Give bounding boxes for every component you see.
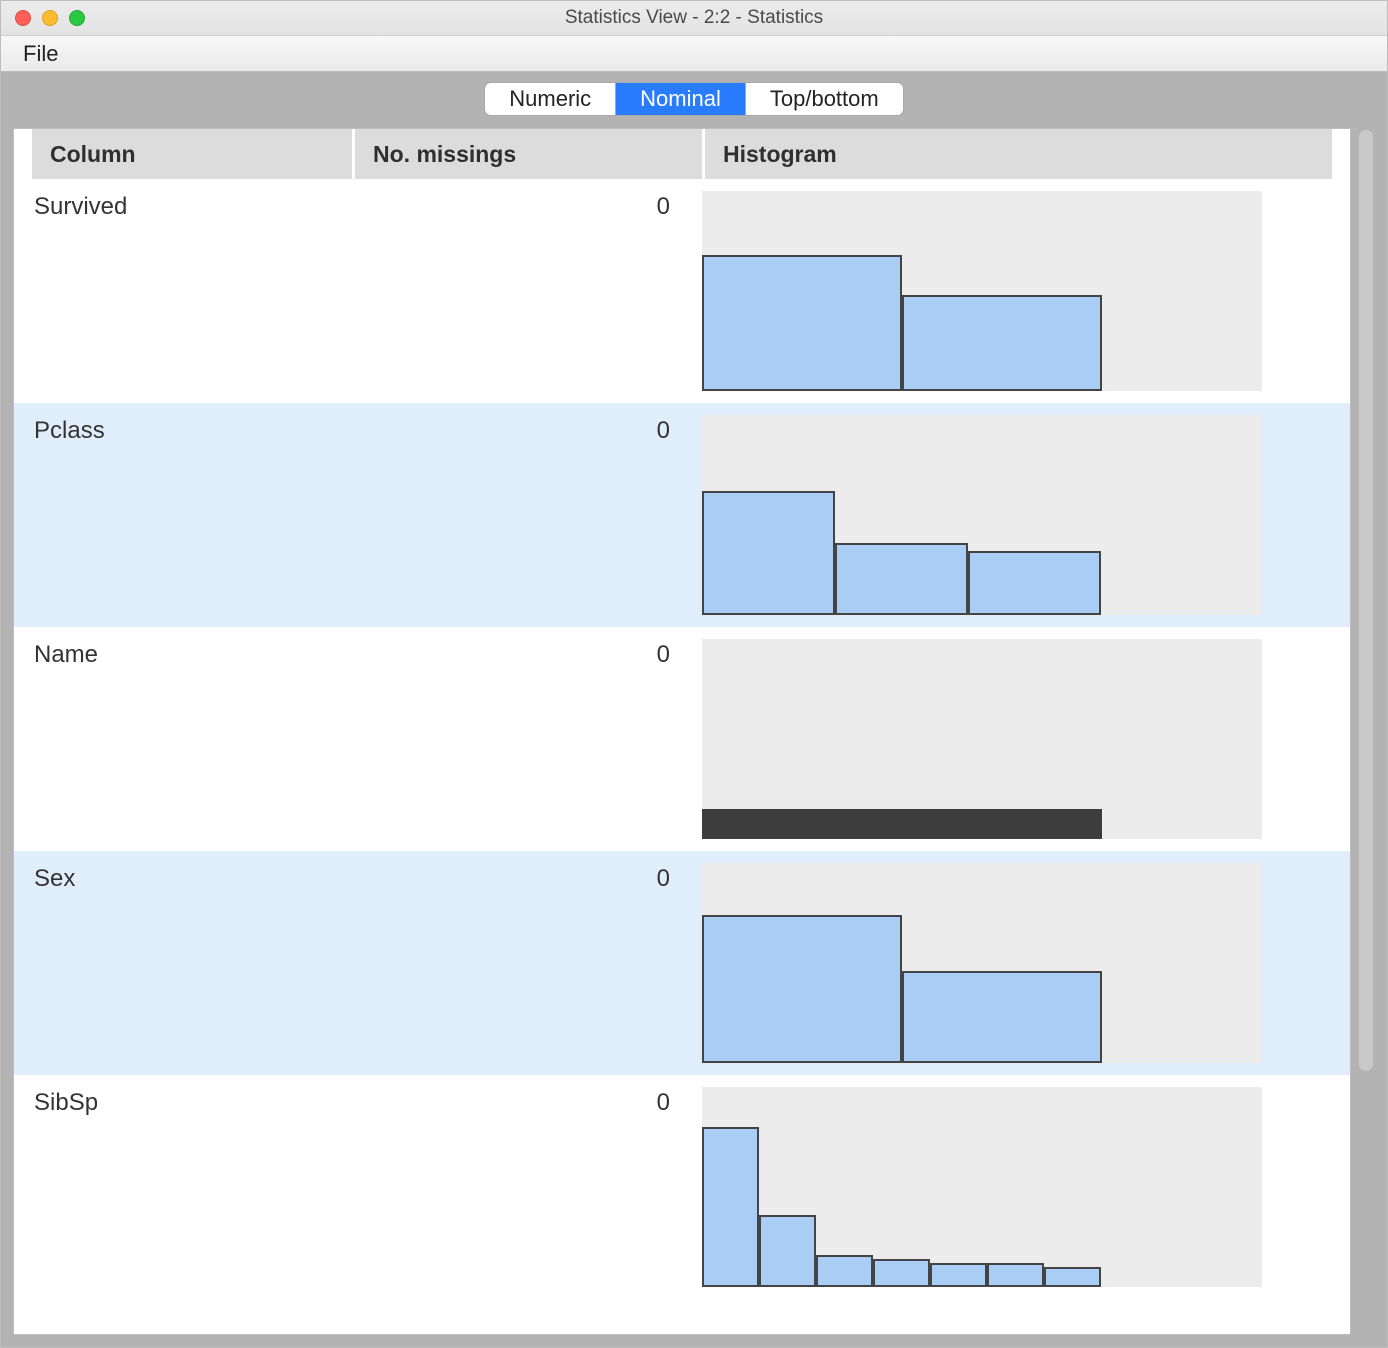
minimize-icon[interactable] <box>42 10 58 26</box>
th-column[interactable]: Column <box>32 129 352 179</box>
table-header: Column No. missings Histogram <box>14 129 1350 179</box>
vertical-scrollbar[interactable] <box>1357 128 1375 1335</box>
tab-numeric[interactable]: Numeric <box>485 83 615 115</box>
histogram-bar <box>759 1215 816 1287</box>
histogram-canvas <box>702 1087 1262 1287</box>
cell-histogram <box>702 415 1332 615</box>
table-row[interactable]: Survived0 <box>14 179 1350 403</box>
menubar: File <box>1 36 1387 72</box>
histogram-bar <box>987 1263 1044 1287</box>
work-area: NumericNominalTop/bottom Column No. miss… <box>1 72 1387 1347</box>
histogram-bar <box>702 915 902 1063</box>
cell-column-name: Sex <box>32 863 352 1063</box>
cell-histogram <box>702 191 1332 391</box>
table-row[interactable]: SibSp0 <box>14 1075 1350 1299</box>
scroll-thumb[interactable] <box>1359 130 1373 1071</box>
cell-missings: 0 <box>352 639 702 839</box>
histogram-bar <box>702 491 835 615</box>
table-row[interactable]: Name0 <box>14 627 1350 851</box>
window-title: Statistics View - 2:2 - Statistics <box>1 7 1387 29</box>
menu-file[interactable]: File <box>15 37 66 71</box>
stats-panel: Column No. missings Histogram Survived0P… <box>13 128 1351 1335</box>
cell-column-name: Name <box>32 639 352 839</box>
cell-histogram <box>702 639 1332 839</box>
histogram-bar <box>968 551 1101 615</box>
histogram-bar <box>873 1259 930 1287</box>
histogram-canvas <box>702 415 1262 615</box>
cell-missings: 0 <box>352 415 702 615</box>
close-icon[interactable] <box>15 10 31 26</box>
segmented-row: NumericNominalTop/bottom <box>1 72 1387 128</box>
histogram-bar <box>702 255 902 391</box>
cell-missings: 0 <box>352 863 702 1063</box>
histogram-bar <box>902 295 1102 391</box>
histogram-canvas <box>702 863 1262 1063</box>
table-body: Survived0Pclass0Name0Sex0SibSp0 <box>14 179 1350 1334</box>
app-window: Statistics View - 2:2 - Statistics File … <box>0 0 1388 1348</box>
cell-missings: 0 <box>352 191 702 391</box>
cell-missings: 0 <box>352 1087 702 1287</box>
table-row[interactable]: Pclass0 <box>14 403 1350 627</box>
histogram-bar <box>702 809 1102 839</box>
zoom-icon[interactable] <box>69 10 85 26</box>
histogram-canvas <box>702 191 1262 391</box>
titlebar: Statistics View - 2:2 - Statistics <box>1 1 1387 36</box>
segmented-control: NumericNominalTop/bottom <box>484 82 903 116</box>
tab-top-bottom[interactable]: Top/bottom <box>745 83 903 115</box>
histogram-bar <box>1044 1267 1101 1287</box>
histogram-bar <box>816 1255 873 1287</box>
tab-nominal[interactable]: Nominal <box>615 83 745 115</box>
cell-histogram <box>702 863 1332 1063</box>
histogram-bar <box>930 1263 987 1287</box>
histogram-canvas <box>702 639 1262 839</box>
histogram-bar <box>835 543 968 615</box>
th-missings[interactable]: No. missings <box>352 129 702 179</box>
histogram-bar <box>902 971 1102 1063</box>
histogram-bar <box>702 1127 759 1287</box>
traffic-lights <box>1 10 85 26</box>
cell-column-name: Pclass <box>32 415 352 615</box>
panel-wrap: Column No. missings Histogram Survived0P… <box>1 128 1387 1347</box>
th-histogram[interactable]: Histogram <box>702 129 1332 179</box>
table-row[interactable]: Sex0 <box>14 851 1350 1075</box>
cell-column-name: SibSp <box>32 1087 352 1287</box>
cell-column-name: Survived <box>32 191 352 391</box>
cell-histogram <box>702 1087 1332 1287</box>
